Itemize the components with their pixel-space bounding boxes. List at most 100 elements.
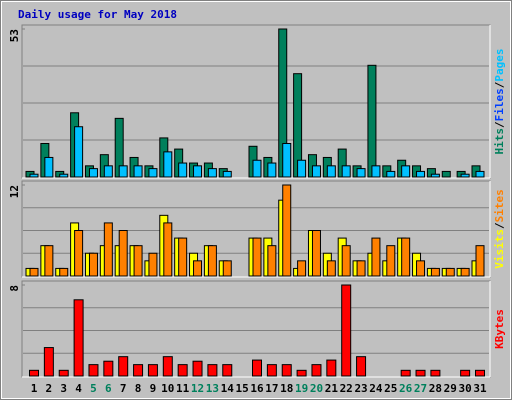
x-tick-label: 22 [340, 382, 353, 395]
bar [103, 165, 113, 178]
bar [148, 252, 158, 277]
x-tick-label: 27 [414, 382, 427, 395]
y-tick-label: 53 [8, 29, 21, 42]
y-tick-label: 8 [8, 285, 21, 292]
bar [103, 360, 114, 377]
x-tick-label: 14 [221, 382, 235, 395]
x-tick-label: 13 [206, 382, 219, 395]
bar [193, 260, 203, 277]
x-tick-label: 5 [90, 382, 97, 395]
bar [148, 168, 158, 178]
bar [74, 230, 84, 277]
bar [356, 356, 367, 377]
bar [192, 360, 203, 377]
bar [371, 237, 381, 277]
bar [88, 252, 98, 277]
bar [207, 364, 218, 377]
bar [401, 165, 411, 178]
x-tick-label: 31 [473, 382, 487, 395]
bar [59, 267, 69, 277]
bar [430, 369, 441, 377]
legend-item: Files [493, 88, 506, 121]
legend-item: Visits [493, 229, 506, 269]
bar [267, 245, 277, 277]
bar [460, 267, 470, 277]
legend-item: Hits [493, 128, 506, 155]
bar [386, 245, 396, 277]
bar [400, 369, 411, 377]
bar [252, 237, 262, 277]
bar [222, 260, 232, 277]
x-tick-label: 3 [60, 382, 67, 395]
bar [441, 170, 451, 178]
bar [178, 237, 188, 277]
bar [430, 267, 440, 277]
x-tick-label: 15 [236, 382, 249, 395]
bar [416, 170, 426, 178]
bar [29, 369, 39, 377]
bar [133, 165, 143, 178]
bar [222, 170, 232, 178]
bar [44, 156, 54, 178]
bar [118, 356, 129, 377]
x-tick-label: 2 [46, 382, 53, 395]
x-tick-label: 10 [161, 382, 174, 395]
bar [356, 260, 366, 277]
bar [252, 359, 262, 377]
x-tick-label: 24 [369, 382, 383, 395]
bar [341, 284, 352, 377]
x-tick-label: 16 [250, 382, 264, 395]
bar [222, 364, 233, 377]
bar [43, 347, 54, 377]
bar [475, 245, 485, 277]
bar [356, 168, 366, 178]
x-tick-label: 20 [310, 382, 323, 395]
legend-item: KBytes [493, 309, 506, 349]
bar [267, 162, 277, 178]
bar [311, 364, 322, 377]
x-tick-label: 21 [325, 382, 339, 395]
x-tick-label: 9 [150, 382, 157, 395]
bar [282, 142, 292, 178]
chart-title: Daily usage for May 2018 [18, 8, 177, 21]
bar [118, 165, 128, 178]
bar [163, 222, 173, 277]
bar [281, 364, 292, 377]
bar [297, 260, 307, 277]
bar [367, 64, 377, 178]
bar [341, 165, 351, 178]
bar [59, 173, 69, 178]
bar [74, 126, 84, 178]
bar [133, 245, 143, 277]
bar [475, 369, 485, 377]
x-tick-label: 28 [429, 382, 442, 395]
bar [326, 260, 336, 277]
bar [73, 299, 84, 377]
bar [193, 165, 203, 178]
bar [163, 151, 173, 178]
bar [430, 173, 440, 178]
x-tick-label: 8 [135, 382, 142, 395]
bar [297, 159, 307, 178]
x-tick-label: 12 [191, 382, 204, 395]
bar [252, 159, 262, 178]
x-tick-label: 29 [444, 382, 457, 395]
bar [311, 165, 321, 178]
bar [147, 364, 158, 377]
bar [475, 170, 485, 178]
bar [341, 245, 351, 277]
bar [103, 222, 113, 277]
legend-separator: / [493, 81, 506, 88]
bar [326, 165, 336, 178]
bar [416, 260, 426, 277]
x-tick-label: 26 [399, 382, 413, 395]
legend: KBytes [493, 309, 506, 349]
bar [162, 356, 173, 377]
legend: Visits/Sites [493, 189, 506, 269]
bar [282, 184, 292, 277]
bar [88, 364, 99, 377]
bar [29, 173, 39, 178]
